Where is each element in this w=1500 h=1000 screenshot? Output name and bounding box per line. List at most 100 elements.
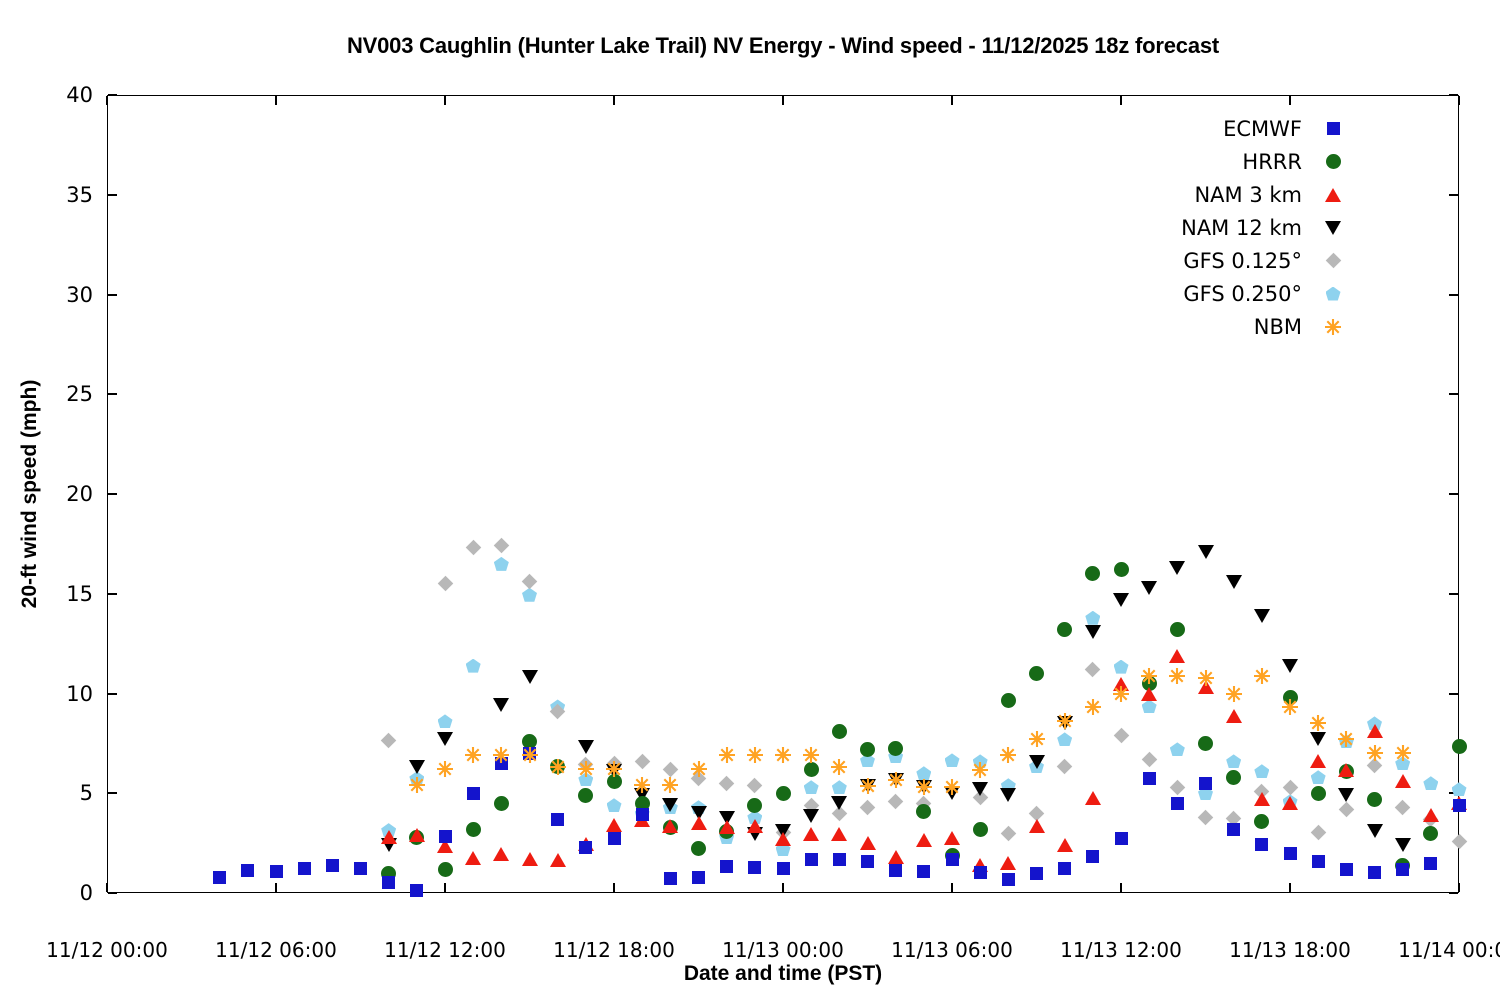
- chart-title: NV003 Caughlin (Hunter Lake Trail) NV En…: [346, 33, 1220, 58]
- legend-item-gfs-0-250-: GFS 0.250°: [1181, 277, 1346, 310]
- diamond-legend-marker-icon: [1320, 248, 1346, 274]
- gfs-0-250--data-point: [1395, 756, 1411, 771]
- legend-label: NAM 12 km: [1181, 215, 1302, 240]
- asterisk-icon: [1324, 318, 1342, 336]
- axis-tick: [1449, 692, 1458, 695]
- circle-icon: [1325, 154, 1341, 169]
- hrrr-data-point: [1085, 566, 1101, 582]
- nbm-data-point: [1168, 667, 1186, 685]
- nam-12-km-data-point: [1141, 580, 1158, 595]
- nbm-data-point: [1056, 712, 1074, 730]
- ecmwf-data-point: [410, 883, 424, 897]
- nbm-data-point: [1253, 667, 1271, 685]
- axis-tick: [1449, 293, 1458, 296]
- nam-12-km-data-point: [408, 760, 425, 775]
- y-tick-label: 40: [66, 83, 93, 107]
- nbm-data-point: [971, 761, 989, 779]
- nbm-data-point: [1140, 667, 1158, 685]
- triangle-down-icon: [1325, 220, 1341, 235]
- nam-12-km-data-point: [1394, 838, 1411, 853]
- nam-3-km-data-point: [1056, 838, 1073, 853]
- nam-3-km-data-point: [1225, 709, 1242, 724]
- nam-3-km-data-point: [606, 818, 622, 833]
- ecmwf-data-point: [720, 859, 734, 873]
- nbm-data-point: [549, 758, 567, 776]
- nam-12-km-data-point: [1000, 788, 1017, 803]
- x-tick-label: 11/12 00:00: [46, 938, 168, 962]
- nam-3-km-data-point: [1141, 686, 1158, 701]
- nam-12-km-data-point: [1225, 574, 1242, 589]
- nam-12-km-data-point: [521, 669, 538, 684]
- hrrr-data-point: [831, 723, 847, 739]
- x-axis-title: Date and time (PST): [683, 962, 883, 985]
- x-tick-label: 11/12 12:00: [384, 938, 506, 962]
- y-tick-label: 5: [79, 781, 93, 806]
- hrrr-data-point: [972, 821, 988, 837]
- legend-label: GFS 0.250°: [1183, 281, 1302, 306]
- triangle-up-icon: [1325, 187, 1341, 202]
- axis-tick: [782, 96, 784, 105]
- axis-tick: [108, 293, 117, 296]
- ecmwf-data-point: [1030, 866, 1043, 880]
- axis-tick: [444, 96, 446, 105]
- nam-3-km-data-point: [944, 831, 960, 846]
- nam-3-km-data-point: [887, 850, 904, 865]
- nam-3-km-data-point: [803, 827, 820, 842]
- nbm-data-point: [436, 760, 454, 778]
- gfs-0-250--data-point: [1113, 659, 1129, 674]
- hrrr-data-point: [1113, 562, 1129, 578]
- axis-tick: [108, 493, 117, 495]
- ecmwf-data-point: [1114, 831, 1128, 845]
- gfs-0-250--data-point: [465, 658, 481, 673]
- nbm-data-point: [661, 776, 679, 794]
- nam-3-km-data-point: [465, 851, 482, 866]
- ecmwf-data-point: [241, 863, 255, 877]
- hrrr-data-point: [522, 733, 537, 749]
- y-tick-label: 10: [66, 681, 93, 706]
- gfs-0-250--data-point: [803, 780, 819, 795]
- axis-tick: [275, 96, 277, 105]
- hrrr-data-point: [888, 740, 904, 756]
- gfs-0-250--data-point: [1169, 742, 1185, 757]
- nam-3-km-data-point: [915, 833, 932, 848]
- gfs-0-250--data-point: [1451, 782, 1467, 797]
- nam-12-km-data-point: [1197, 544, 1214, 559]
- nam-12-km-data-point: [972, 782, 989, 797]
- nam-12-km-data-point: [493, 698, 510, 713]
- hrrr-data-point: [634, 795, 650, 811]
- ecmwf-data-point: [1086, 849, 1100, 863]
- x-tick-label: 11/12 18:00: [553, 938, 675, 962]
- nam-3-km-data-point: [549, 853, 566, 868]
- nam-12-km-data-point: [437, 732, 453, 747]
- hrrr-data-point: [860, 741, 875, 757]
- ecmwf-data-point: [1396, 862, 1410, 876]
- ecmwf-data-point: [889, 863, 903, 877]
- axis-tick: [275, 883, 277, 892]
- x-tick-label: 11/13 06:00: [891, 938, 1013, 962]
- hrrr-data-point: [1310, 785, 1326, 801]
- ecmwf-data-point: [551, 812, 565, 826]
- ecmwf-data-point: [466, 786, 480, 800]
- axis-tick: [106, 96, 108, 105]
- axis-tick: [1449, 193, 1458, 196]
- nbm-data-point: [887, 771, 905, 789]
- axis-tick: [108, 892, 117, 894]
- asterisk-legend-marker-icon: [1320, 314, 1346, 340]
- ecmwf-data-point: [804, 852, 818, 866]
- nam-3-km-data-point: [1084, 791, 1101, 806]
- gfs-0-250--data-point: [916, 766, 932, 781]
- axis-tick: [613, 883, 615, 892]
- nbm-data-point: [1028, 730, 1046, 748]
- legend-label: NAM 3 km: [1194, 182, 1302, 207]
- y-tick-label: 25: [66, 382, 93, 407]
- hrrr-data-point: [465, 821, 481, 837]
- ecmwf-data-point: [382, 875, 396, 889]
- nam-3-km-data-point: [1366, 724, 1383, 739]
- circle-legend-marker-icon: [1320, 149, 1346, 175]
- gfs-0-250--data-point: [1085, 610, 1101, 625]
- ecmwf-data-point: [579, 840, 593, 854]
- ecmwf-data-point: [1339, 862, 1353, 876]
- nbm-data-point: [802, 746, 820, 764]
- pentagon-legend-marker-icon: [1320, 281, 1346, 307]
- nbm-data-point: [1337, 730, 1355, 748]
